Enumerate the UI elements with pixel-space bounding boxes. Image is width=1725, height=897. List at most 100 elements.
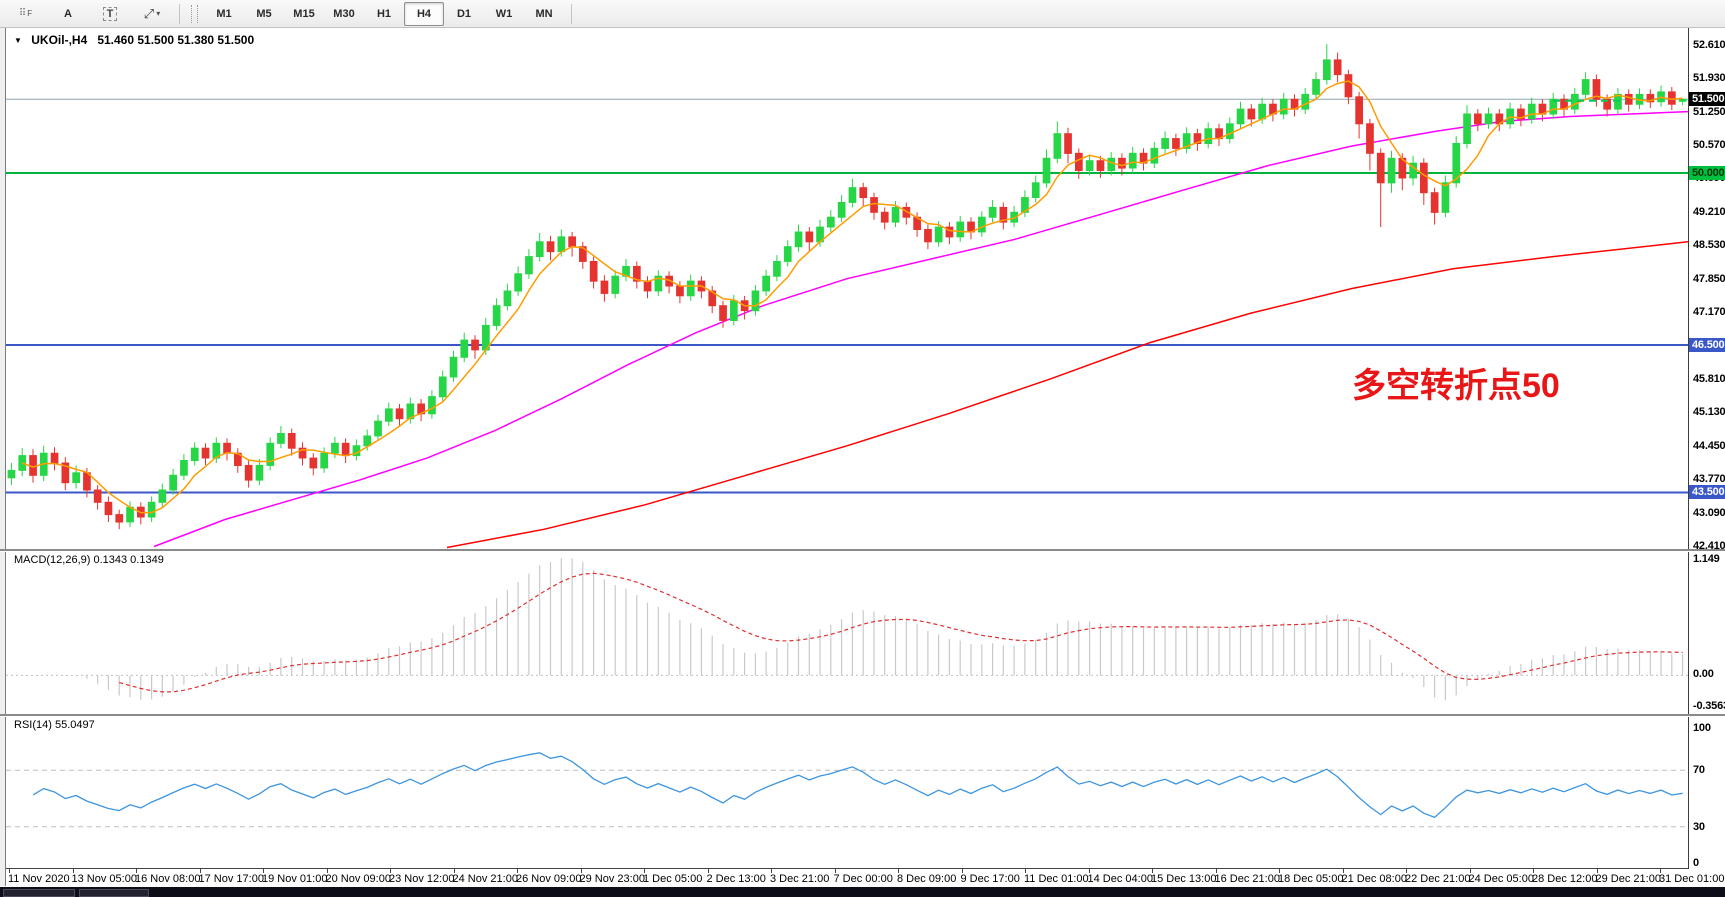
timeframe-button-MN[interactable]: MN — [535, 7, 553, 20]
timeframe-button-M15[interactable]: M15 — [293, 7, 315, 20]
price-axis-tick: 45.810 — [1693, 373, 1725, 385]
time-tick — [390, 869, 391, 873]
time-axis-label: 18 Dec 05:00 — [1278, 873, 1344, 885]
time-tick — [72, 869, 74, 873]
grid-icon: ⠿F — [18, 7, 34, 19]
time-tick — [9, 869, 10, 873]
price-axis-tick: 45.130 — [1693, 406, 1725, 418]
time-axis-label: 29 Dec 21:00 — [1595, 873, 1661, 885]
time-axis-label: 19 Nov 01:00 — [262, 873, 328, 885]
timeframe-toolbar: M1 M5 M15 M30 H1 H4 D1 W1 MN — [204, 1, 564, 26]
time-axis-label: 3 Dec 21:00 — [770, 873, 830, 885]
time-axis-label: 7 Dec 00:00 — [833, 873, 893, 885]
time-axis-label: 9 Dec 17:00 — [960, 873, 1020, 885]
time-axis-label: 11 Nov 2020 — [8, 873, 70, 885]
bottom-tab[interactable] — [79, 889, 149, 897]
chart-dropdown-icon[interactable]: ▼ — [14, 36, 22, 45]
time-tick — [326, 869, 328, 873]
rsi-panel-canvas[interactable] — [6, 716, 1688, 874]
time-tick — [1596, 869, 1598, 873]
toolbar-drag-handle[interactable] — [191, 4, 198, 23]
time-axis-label: 15 Dec 13:00 — [1151, 873, 1217, 885]
time-tick — [1660, 869, 1661, 873]
time-tick — [453, 869, 455, 873]
price-axis-tick: 43.090 — [1693, 507, 1725, 519]
time-tick — [707, 869, 709, 873]
panel-separator[interactable] — [0, 549, 1725, 552]
time-tick — [834, 869, 836, 873]
main-chart-canvas[interactable] — [6, 28, 1689, 554]
time-axis-label: 24 Nov 21:00 — [452, 873, 518, 885]
cursor-tool-button[interactable]: ⤢ ▾ — [132, 2, 172, 26]
time-axis-label: 16 Dec 21:00 — [1214, 873, 1280, 885]
rsi-axis-tick: 30 — [1693, 821, 1705, 833]
time-axis-label: 20 Nov 09:00 — [325, 873, 391, 885]
font-icon: A — [64, 7, 72, 20]
time-tick — [1279, 869, 1280, 873]
time-tick — [1215, 869, 1217, 873]
price-axis-tick: 52.610 — [1693, 39, 1725, 51]
timeframe-button-M5[interactable]: M5 — [256, 7, 272, 20]
ohlc-values: 51.460 51.500 51.380 51.500 — [97, 33, 255, 47]
time-tick — [1533, 869, 1534, 873]
toolbar-separator — [179, 3, 180, 24]
toolbar-separator — [571, 3, 572, 24]
macd-axis-tick: 1.149 — [1693, 553, 1720, 565]
timeframe-button-D1[interactable]: D1 — [456, 7, 472, 20]
macd-axis-tick: -0.3563 — [1693, 700, 1725, 712]
time-axis-label: 2 Dec 13:00 — [706, 873, 766, 885]
rsi-axis-tick: 0 — [1693, 857, 1699, 869]
time-tick — [517, 869, 518, 873]
time-tick — [1342, 869, 1344, 873]
timeframe-button-H1[interactable]: H1 — [376, 7, 392, 20]
time-axis-label: 16 Nov 08:00 — [135, 873, 201, 885]
time-axis-label: 28 Dec 12:00 — [1532, 873, 1598, 885]
time-axis-ruler[interactable] — [6, 868, 1688, 869]
text-label-tool-button[interactable]: T — [90, 2, 130, 26]
time-tick — [580, 869, 582, 873]
time-tick — [1469, 869, 1471, 873]
time-axis-label: 23 Nov 12:00 — [389, 873, 455, 885]
bottom-tab[interactable] — [3, 889, 75, 897]
period-separators-tool[interactable]: ⠿F — [6, 2, 46, 26]
font-tool-button[interactable]: A — [48, 2, 88, 26]
time-tick — [199, 869, 201, 873]
timeframe-button-H4[interactable]: H4 — [404, 1, 444, 26]
time-tick — [136, 869, 137, 873]
timeframe-button-M30[interactable]: M30 — [333, 7, 355, 20]
rsi-label: RSI(14) 55.0497 — [14, 719, 95, 731]
macd-label: MACD(12,26,9) 0.1343 0.1349 — [14, 554, 164, 566]
time-axis-label: 1 Dec 05:00 — [643, 873, 703, 885]
cursor-icon: ⤢ — [143, 5, 155, 21]
time-tick — [898, 869, 899, 873]
time-axis-label: 11 Dec 01:00 — [1024, 873, 1089, 885]
price-axis-tick: 44.450 — [1693, 440, 1725, 452]
price-tag: 46.500 — [1689, 338, 1725, 352]
time-axis-label: 26 Nov 09:00 — [516, 873, 582, 885]
time-tick — [263, 869, 264, 873]
price-tag: 51.500 — [1689, 92, 1725, 106]
time-axis-label: 21 Dec 08:00 — [1341, 873, 1407, 885]
time-tick — [1406, 869, 1407, 873]
macd-panel-canvas[interactable] — [6, 551, 1688, 719]
time-axis-label: 17 Nov 17:00 — [198, 873, 264, 885]
price-axis-tick: 43.770 — [1693, 473, 1725, 485]
macd-axis-tick: 0.00 — [1693, 668, 1714, 680]
time-axis-label: 14 Dec 04:00 — [1087, 873, 1153, 885]
time-axis-label: 29 Nov 23:00 — [579, 873, 645, 885]
price-axis-tick: 42.410 — [1693, 540, 1725, 552]
time-axis-label: 13 Nov 05:00 — [71, 873, 137, 885]
timeframe-button-M1[interactable]: M1 — [216, 7, 232, 20]
price-tag: 50.000 — [1689, 166, 1725, 180]
time-axis-label: 31 Dec 01:00 — [1659, 873, 1725, 885]
panel-separator[interactable] — [0, 714, 1725, 717]
price-axis-tick: 47.850 — [1693, 273, 1725, 285]
time-tick — [1088, 869, 1090, 873]
price-axis-tick: 49.210 — [1693, 206, 1725, 218]
bottom-tab-bar — [0, 887, 1725, 897]
timeframe-button-W1[interactable]: W1 — [495, 7, 513, 20]
chart-annotation-text: 多空转折点50 — [1352, 367, 1560, 405]
price-axis-tick: 47.170 — [1693, 306, 1725, 318]
time-tick — [771, 869, 772, 873]
time-tick — [1152, 869, 1153, 873]
